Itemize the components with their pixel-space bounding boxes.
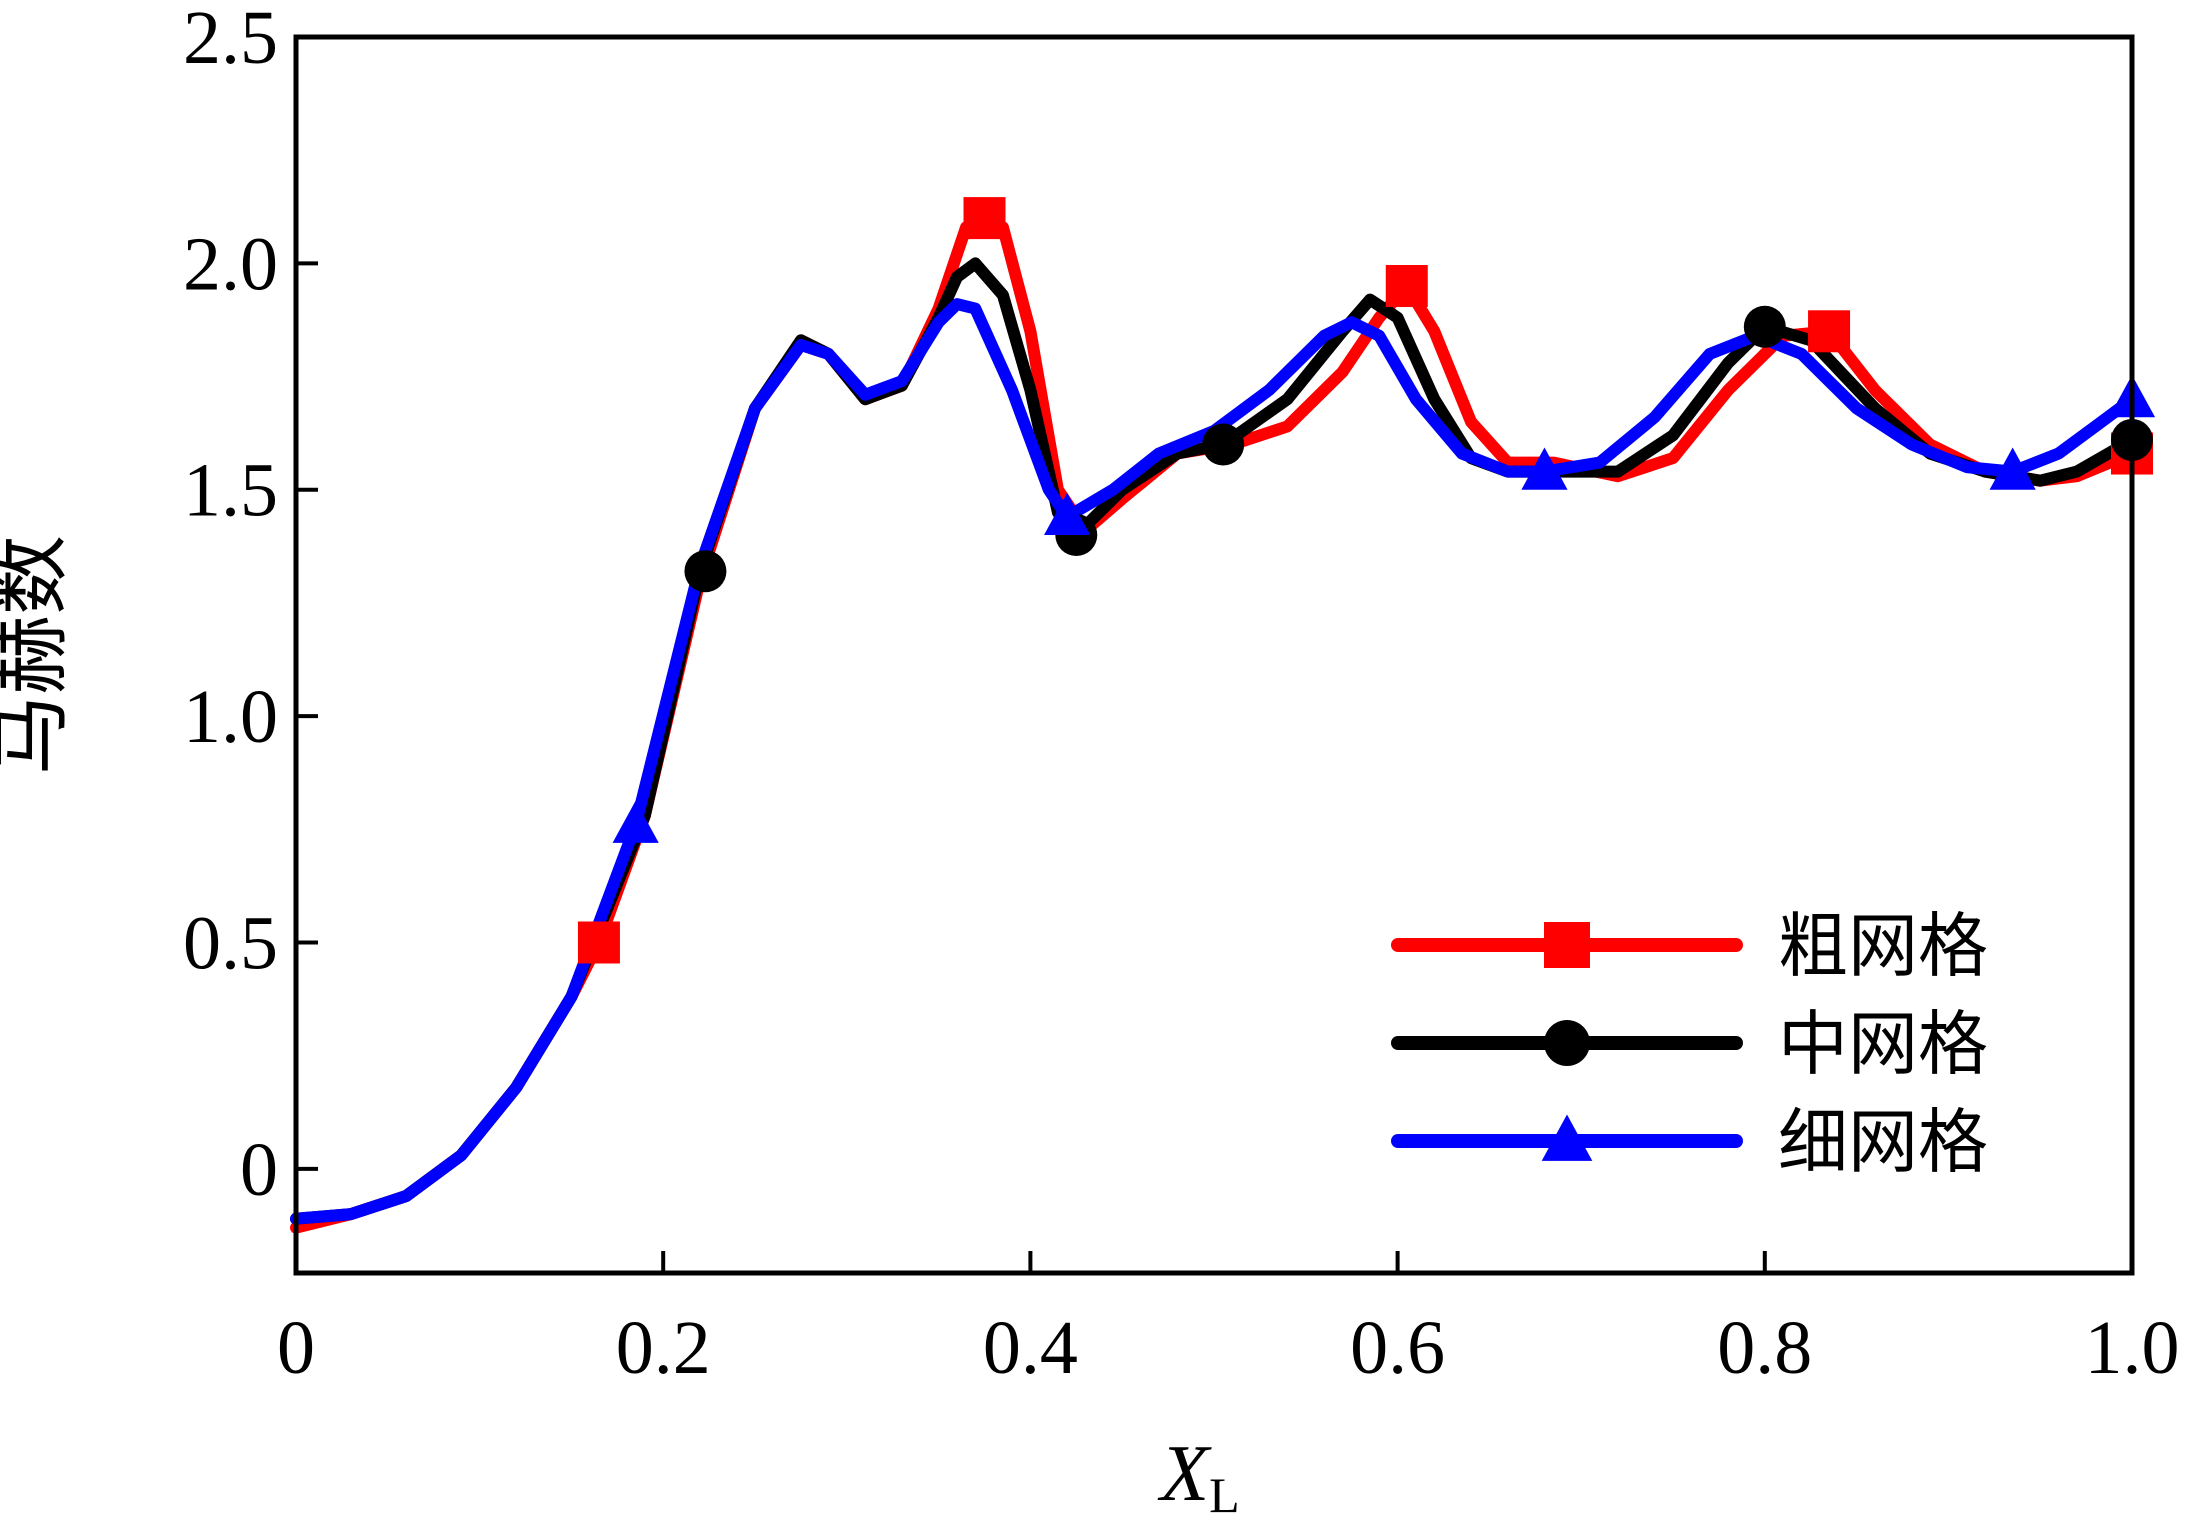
y-tick-label: 0 bbox=[240, 1128, 278, 1212]
y-tick-label: 0.5 bbox=[183, 901, 278, 985]
legend-entry: 细网格 bbox=[1391, 1101, 1988, 1183]
x-tick-label: 0.2 bbox=[616, 1306, 711, 1390]
axis-ticks bbox=[294, 35, 2134, 1273]
legend-marker-circle bbox=[1544, 1020, 1590, 1066]
data-marker-circle bbox=[1202, 423, 1245, 466]
legend-label: 粗网格 bbox=[1778, 905, 1988, 987]
x-tick-label: 0.8 bbox=[1717, 1306, 1812, 1390]
legend-entry: 中网格 bbox=[1391, 1003, 1988, 1085]
plot-frame bbox=[293, 34, 2135, 1276]
x-tick-label: 0 bbox=[277, 1306, 315, 1390]
fine-grid-line bbox=[290, 298, 2138, 1225]
legend-marker-square bbox=[1544, 922, 1590, 968]
legend-label: 中网格 bbox=[1778, 1003, 1988, 1085]
x-axis-label-subscript: L bbox=[1209, 1467, 1240, 1520]
data-marker-triangle bbox=[1521, 447, 1568, 490]
x-tick-label: 0.4 bbox=[983, 1306, 1078, 1390]
x-tick-label: 1.0 bbox=[2085, 1306, 2180, 1390]
y-tick-label: 1.0 bbox=[183, 675, 278, 759]
data-marker-triangle bbox=[1044, 492, 1091, 536]
legend-label: 细网格 bbox=[1778, 1101, 1988, 1183]
data-marker-circle bbox=[684, 550, 727, 593]
data-marker-triangle bbox=[1989, 447, 2036, 490]
data-marker-square bbox=[577, 921, 620, 964]
y-tick-labels: 0 0.5 1.0 1.5 2.0 2.5 bbox=[183, 0, 278, 1212]
legend-entry: 粗网格 bbox=[1391, 905, 1988, 987]
data-marker-triangle bbox=[612, 800, 659, 843]
data-marker-square bbox=[1385, 265, 1428, 308]
x-axis-label: XL bbox=[1157, 1430, 1239, 1520]
y-tick-label: 2.0 bbox=[183, 222, 278, 306]
data-marker-square bbox=[963, 197, 1006, 240]
y-tick-label: 1.5 bbox=[183, 449, 278, 533]
x-tick-label: 0.6 bbox=[1350, 1306, 1445, 1390]
x-tick-labels: 0 0.2 0.4 0.6 0.8 1.0 bbox=[277, 1306, 2180, 1390]
data-marker-circle bbox=[1743, 305, 1786, 348]
legend-marker-triangle bbox=[1541, 1114, 1593, 1161]
y-axis-label: 马赫数 bbox=[0, 535, 76, 775]
y-tick-label: 2.5 bbox=[183, 0, 278, 80]
data-marker-square bbox=[1808, 310, 1851, 353]
